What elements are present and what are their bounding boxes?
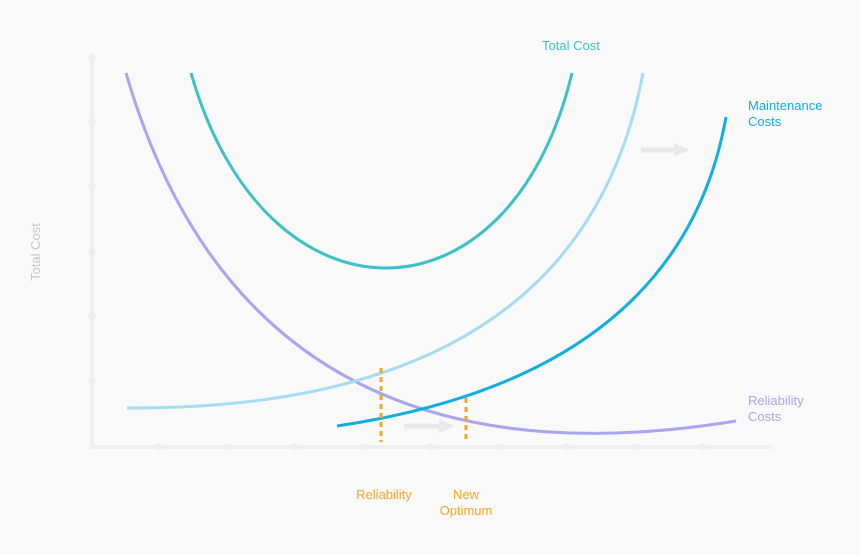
reliability-costs-label-line2: Costs xyxy=(748,409,782,424)
x-tick xyxy=(155,443,163,451)
x-tick xyxy=(563,443,571,451)
arrow-head xyxy=(674,143,689,157)
y-tick xyxy=(88,117,96,125)
axes xyxy=(88,53,772,451)
y-tick xyxy=(88,247,96,255)
x-tick xyxy=(359,443,367,451)
shifted-maintenance-curve xyxy=(126,72,645,410)
maintenance-costs-label-line2: Costs xyxy=(748,114,782,129)
new-optimum-label-line2: Optimum xyxy=(440,503,493,518)
y-axis-label: Total Cost xyxy=(28,223,43,281)
reliability-costs-curve xyxy=(124,72,737,435)
reliability-costs-label-line1: Reliability xyxy=(748,393,804,408)
y-tick xyxy=(88,182,96,190)
x-tick xyxy=(223,443,231,451)
total-cost-label: Total Cost xyxy=(542,38,600,53)
x-tick xyxy=(631,443,639,451)
shift-arrow-bottom xyxy=(404,419,454,433)
maintenance-costs-label-line1: Maintenance xyxy=(748,98,822,113)
y-tick xyxy=(88,312,96,320)
new-optimum-label-line1: New xyxy=(453,487,480,502)
total-cost-curve xyxy=(189,72,574,270)
x-tick xyxy=(495,443,503,451)
x-axis-ticks xyxy=(155,443,707,451)
x-tick xyxy=(699,443,707,451)
y-tick xyxy=(88,53,96,61)
maintenance-costs-curve xyxy=(336,116,728,428)
arrow-head xyxy=(439,419,454,433)
x-tick xyxy=(427,443,435,451)
reliability-marker-label: Reliability xyxy=(356,487,412,502)
y-tick xyxy=(88,377,96,385)
y-axis-ticks xyxy=(88,53,96,385)
shift-arrow-top xyxy=(641,143,689,157)
x-tick xyxy=(291,443,299,451)
